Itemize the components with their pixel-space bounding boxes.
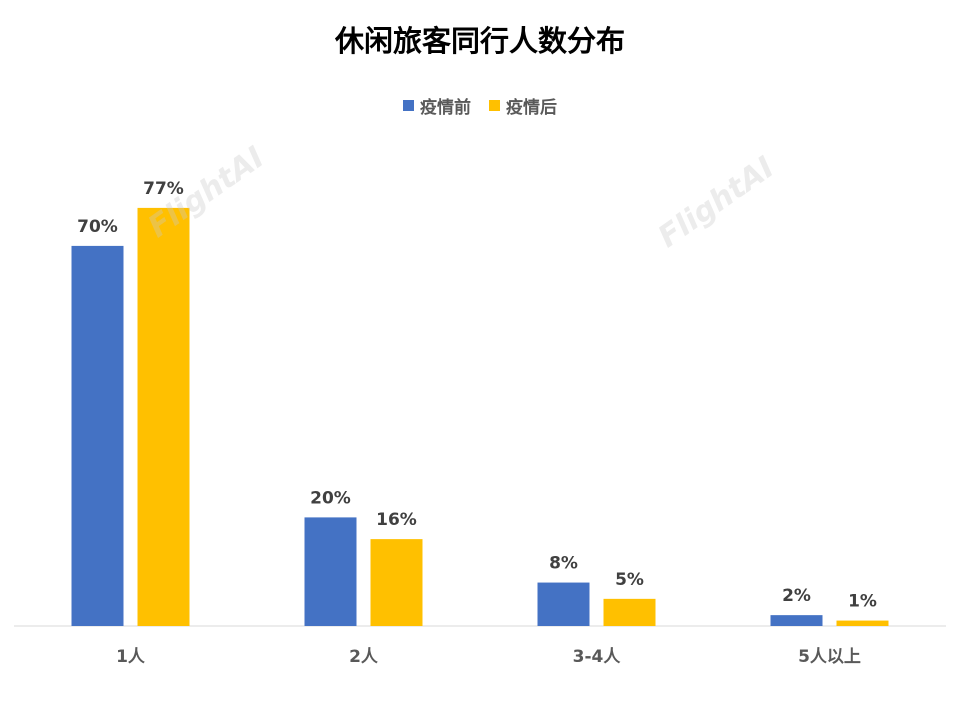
data-label: 77% [143, 179, 184, 199]
data-label: 20% [310, 488, 351, 508]
bar-before-1 [71, 245, 124, 626]
bar-after-4 [836, 620, 889, 626]
data-label: 8% [549, 554, 578, 574]
legend-label-after: 疫情后 [506, 98, 557, 118]
chart-legend: 疫情前 疫情后 [0, 93, 960, 118]
x-tick-label: 5人以上 [798, 647, 861, 667]
bar-before-4 [770, 615, 823, 626]
legend-swatch-before [403, 100, 414, 111]
x-tick-label: 1人 [116, 647, 146, 667]
bar-after-3 [603, 598, 656, 626]
x-tick-label: 3-4人 [573, 647, 622, 667]
data-label: 2% [782, 586, 811, 606]
data-label: 16% [376, 510, 417, 530]
legend-label-before: 疫情前 [420, 98, 471, 118]
legend-swatch-after [489, 100, 500, 111]
bar-before-2 [304, 517, 357, 626]
data-label: 5% [615, 570, 644, 590]
chart-title: 休闲旅客同行人数分布 [334, 24, 625, 58]
bar-after-2 [370, 539, 423, 626]
data-label: 70% [77, 217, 118, 237]
x-tick-label: 2人 [349, 647, 379, 667]
bar-before-3 [537, 582, 590, 626]
bar-after-1 [137, 207, 190, 626]
data-label: 1% [848, 592, 877, 612]
legend-item-after: 疫情后 [489, 93, 557, 118]
legend-item-before: 疫情前 [403, 93, 471, 118]
